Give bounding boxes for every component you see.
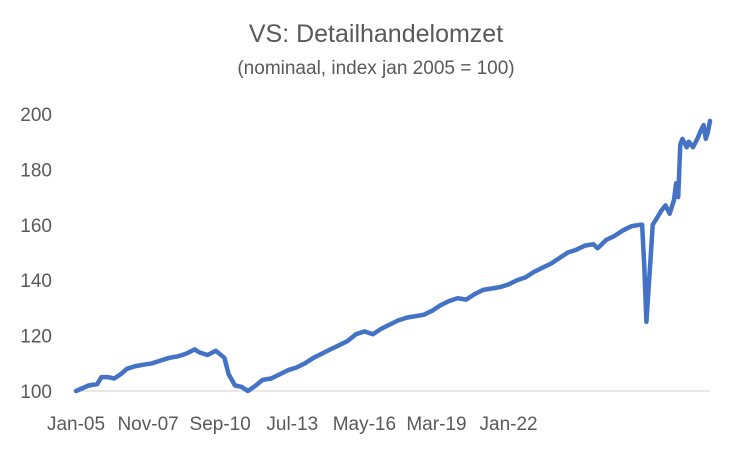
x-tick-label: May-16 xyxy=(333,414,396,435)
y-tick-label: 100 xyxy=(20,382,52,403)
y-tick-label: 160 xyxy=(20,216,52,237)
y-tick-label: 120 xyxy=(20,327,52,348)
y-tick-label: 140 xyxy=(20,271,52,292)
y-tick-label: 180 xyxy=(20,160,52,181)
x-tick-label: Nov-07 xyxy=(117,414,178,435)
x-tick-label: Jan-05 xyxy=(47,414,105,435)
y-tick-label: 200 xyxy=(20,105,52,126)
chart-title: VS: Detailhandelomzet xyxy=(248,20,504,48)
x-tick-label: Sep-10 xyxy=(190,414,251,435)
x-tick-label: Mar-19 xyxy=(406,414,466,435)
x-tick-label: Jan-22 xyxy=(480,414,538,435)
chart-subtitle: (nominaal, index jan 2005 = 100) xyxy=(237,58,515,79)
x-tick-label: Jul-13 xyxy=(266,414,318,435)
series-line xyxy=(73,118,713,394)
